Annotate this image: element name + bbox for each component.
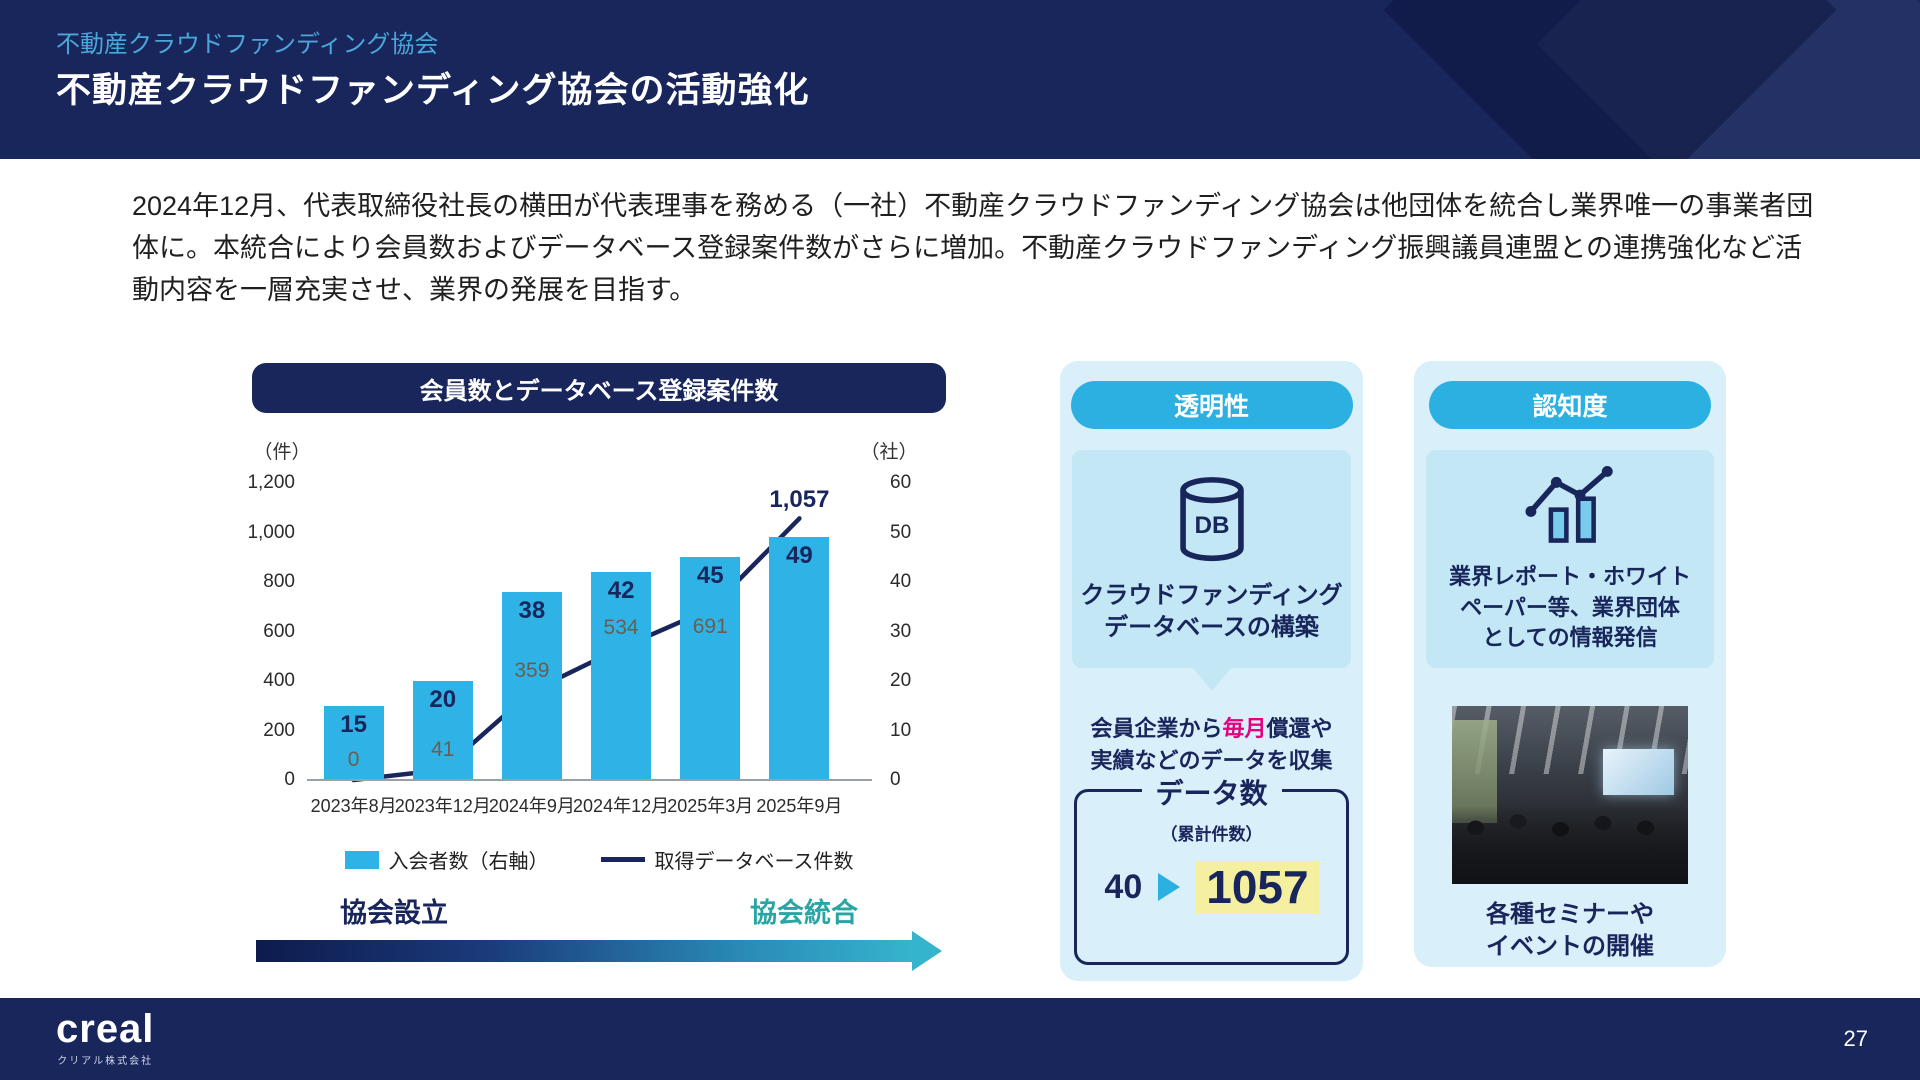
data-count-to: 1057 <box>1196 861 1319 914</box>
growth-chart-icon <box>1525 465 1613 543</box>
data-count-subtitle: （累計件数） <box>1160 825 1263 844</box>
database-feature-box: DB クラウドファンディング データベースの構築 <box>1072 450 1351 668</box>
bar-2023年12月 <box>412 681 473 780</box>
arrow-right-icon <box>1158 873 1181 902</box>
page-title: 不動産クラウドファンディング協会の活動強化 <box>56 71 810 110</box>
timeline-arrow-body <box>256 940 912 962</box>
header-decoration <box>1300 0 1920 159</box>
timeline-arrow <box>256 931 942 971</box>
monthly-data-text: 会員企業から毎月償還や 実績などのデータを収集 <box>1060 713 1363 777</box>
collect-highlight: 毎月 <box>1222 716 1267 741</box>
x-axis-label: 2025年9月 <box>756 796 843 816</box>
chart-title: 会員数とデータベース登録案件数 <box>252 363 946 413</box>
left-axis-unit: （件） <box>253 442 311 463</box>
left-axis-tick: 1,000 <box>247 521 295 543</box>
db-icon-label: DB <box>1194 512 1229 539</box>
left-axis-tick: 800 <box>263 571 295 592</box>
timeline-end-label: 協会統合 <box>750 898 858 928</box>
footer-bar: creal クリアル株式会社 27 <box>0 998 1920 1080</box>
left-axis-tick: 200 <box>263 719 295 741</box>
line-value-label: 1,057 <box>769 486 830 514</box>
data-count-row: 40 1057 <box>1077 861 1346 914</box>
bar-value-label: 38 <box>518 596 546 624</box>
database-icon: DB <box>1179 476 1244 561</box>
right-axis-tick: 10 <box>890 719 912 741</box>
bar-series-label: 入会者数（右軸） <box>388 851 549 873</box>
line-value-label: 691 <box>692 614 728 638</box>
transparency-pill: 透明性 <box>1070 381 1353 429</box>
header-bar: 不動産クラウドファンディング協会 不動産クラウドファンディング協会の活動強化 <box>0 0 1920 159</box>
header-deco-shape-light <box>1536 0 1920 159</box>
line-series-swatch <box>600 857 645 862</box>
bar-series-swatch <box>344 850 379 869</box>
x-axis-label: 2024年12月 <box>573 796 670 816</box>
line-value-label: 41 <box>431 737 455 761</box>
seminar-caption: 各種セミナーや イベントの開催 <box>1486 901 1654 961</box>
bar-value-label: 42 <box>607 577 635 605</box>
header-deco-shape-dark <box>1383 0 1837 159</box>
line-value-label: 359 <box>514 659 550 683</box>
data-count-title: データ数 <box>1141 772 1282 812</box>
timeline-start-label: 協会設立 <box>340 898 448 928</box>
collect-prefix: 会員企業から <box>1090 716 1223 741</box>
right-axis-tick: 60 <box>890 472 912 493</box>
bar-value-label: 45 <box>696 562 724 590</box>
bar-value-label: 49 <box>786 542 813 570</box>
chart-legend: 入会者数（右軸） 取得データベース件数 <box>252 845 946 874</box>
page-number: 27 <box>1843 1026 1868 1051</box>
awareness-pill: 認知度 <box>1429 381 1711 429</box>
bar-2023年8月 <box>323 705 384 780</box>
x-axis-label: 2023年8月 <box>310 796 397 816</box>
left-axis-tick: 1,200 <box>247 472 295 493</box>
bar-2025年3月 <box>680 557 741 780</box>
bar-value-label: 15 <box>340 710 367 738</box>
transparency-card: 透明性 DB クラウドファンディング データベースの構築 会員企業から毎月償還や… <box>1060 361 1363 981</box>
report-feature-box: 業界レポート・ホワイト ペーパー等、業界団体 としての情報発信 <box>1426 450 1714 668</box>
x-axis-label: 2023年12月 <box>394 796 491 816</box>
line-series-label: 取得データベース件数 <box>654 851 854 873</box>
right-axis-tick: 30 <box>890 620 912 642</box>
report-feature-text: 業界レポート・ホワイト ペーパー等、業界団体 としての情報発信 <box>1448 563 1691 651</box>
left-axis-tick: 400 <box>263 670 295 691</box>
x-axis-label: 2024年9月 <box>488 796 575 816</box>
timeline-labels: 協会設立 協会統合 <box>252 891 946 930</box>
right-axis-tick: 40 <box>890 571 912 592</box>
collect-suffix: 償還や 実績などのデータを収集 <box>1090 716 1333 773</box>
company-logo: creal クリアル株式会社 <box>56 1008 154 1067</box>
speech-bubble-tail <box>1191 667 1232 691</box>
section-kicker: 不動産クラウドファンディング協会 <box>56 31 439 58</box>
photo-audience-silhouettes <box>1452 805 1688 884</box>
legend-item-line: 取得データベース件数 <box>600 845 854 874</box>
line-value-label: 0 <box>347 748 360 771</box>
legend-item-bar: 入会者数（右軸） <box>344 845 549 874</box>
timeline-arrow-head <box>912 931 942 971</box>
logo-text: creal <box>56 1007 155 1051</box>
right-axis-tick: 20 <box>890 670 912 691</box>
seminar-photo <box>1452 706 1688 884</box>
bar-value-label: 20 <box>429 686 457 713</box>
logo-company-name: クリアル株式会社 <box>57 1056 154 1067</box>
combo-chart: （件） （社） 0 200 400 600 800 1,000 1,200 0 10 20 30 40… <box>247 442 917 816</box>
photo-projector-screen <box>1603 748 1674 795</box>
left-axis-tick: 600 <box>263 620 295 642</box>
database-feature-text: クラウドファンディング データベースの構築 <box>1080 581 1343 641</box>
awareness-card: 認知度 業界レポート・ホワイト ペーパー等、業界団体 としての情報発信 各種セミ… <box>1414 361 1726 967</box>
left-axis-tick: 0 <box>284 769 295 790</box>
data-count-from: 40 <box>1104 867 1143 906</box>
right-axis-tick: 0 <box>890 769 901 790</box>
bar-2024年12月 <box>591 572 652 780</box>
bar-2025年9月 <box>769 537 830 780</box>
line-value-label: 534 <box>603 615 639 639</box>
bar-2024年9月 <box>501 591 562 780</box>
data-count-box: データ数 （累計件数） 40 1057 <box>1074 772 1349 965</box>
right-axis-tick: 50 <box>890 521 912 543</box>
x-axis-label: 2025年3月 <box>667 796 754 816</box>
right-axis-unit: （社） <box>860 442 918 463</box>
intro-paragraph: 2024年12月、代表取締役社長の横田が代表理事を務める（一社）不動産クラウドフ… <box>132 191 1814 305</box>
